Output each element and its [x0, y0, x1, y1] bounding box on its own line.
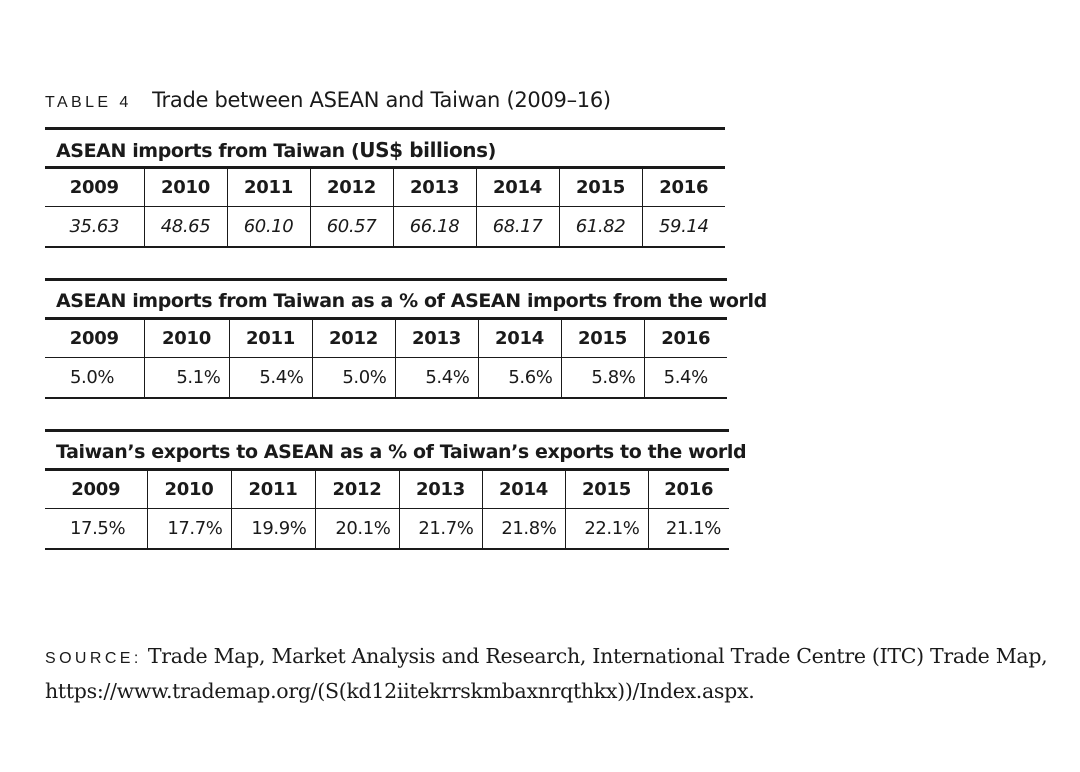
value-cell: 35.63 — [45, 206, 144, 248]
table-row: 35.63 48.65 60.10 60.57 66.18 68.17 61.8… — [45, 206, 725, 248]
value-cell: 5.1% — [143, 357, 229, 399]
value-cell: 21.1% — [647, 508, 729, 550]
year-header: 2010 — [146, 471, 231, 509]
table-taiwan-exports-share: Taiwan’s exports to ASEAN as a % of Taiw… — [45, 429, 747, 550]
value-cell: 5.0% — [45, 357, 144, 399]
value-cell: 19.9% — [230, 508, 315, 550]
header-row: 2009 2010 2011 2012 2013 2014 2015 2016 — [45, 169, 725, 207]
table-heading: ASEAN imports from Taiwan as a % of ASEA… — [45, 281, 767, 320]
table-row: 5.0% 5.1% 5.4% 5.0% 5.4% 5.6% 5.8% 5.4% — [45, 357, 727, 399]
value-cell: 20.1% — [314, 508, 399, 550]
year-header: 2015 — [558, 169, 642, 207]
source-label: SOURCE: — [45, 650, 142, 667]
header-row: 2009 2010 2011 2012 2013 2014 2015 2016 — [45, 320, 727, 358]
data-table: 2009 2010 2011 2012 2013 2014 2015 2016 … — [45, 169, 725, 248]
year-header: 2013 — [392, 169, 476, 207]
value-cell: 21.7% — [398, 508, 482, 550]
source-text: Trade Map, Market Analysis and Research,… — [45, 644, 1048, 703]
data-table: 2009 2010 2011 2012 2013 2014 2015 2016 … — [45, 471, 729, 550]
top-rule — [45, 429, 729, 432]
value-cell: 17.5% — [45, 508, 147, 550]
year-header: 2011 — [230, 471, 315, 509]
year-header: 2014 — [477, 320, 561, 358]
year-header: 2015 — [564, 471, 648, 509]
source-note: SOURCE: Trade Map, Market Analysis and R… — [45, 640, 1055, 707]
year-header: 2010 — [143, 320, 229, 358]
year-header: 2009 — [45, 320, 144, 358]
table-number-label: TABLE 4 — [45, 94, 132, 111]
year-header: 2013 — [398, 471, 482, 509]
table-caption: TABLE 4 Trade between ASEAN and Taiwan (… — [45, 88, 611, 118]
top-rule — [45, 278, 727, 281]
year-header: 2011 — [226, 169, 310, 207]
value-cell: 5.4% — [643, 357, 727, 399]
value-cell: 60.10 — [226, 206, 310, 248]
value-cell: 61.82 — [558, 206, 642, 248]
value-cell: 21.8% — [481, 508, 565, 550]
value-cell: 59.14 — [641, 206, 725, 248]
year-header: 2013 — [394, 320, 478, 358]
value-cell: 5.0% — [311, 357, 395, 399]
data-table: 2009 2010 2011 2012 2013 2014 2015 2016 … — [45, 320, 727, 399]
value-cell: 22.1% — [564, 508, 648, 550]
table-asean-imports-share: ASEAN imports from Taiwan as a % of ASEA… — [45, 278, 767, 399]
table-heading: Taiwan’s exports to ASEAN as a % of Taiw… — [45, 432, 747, 471]
year-header: 2014 — [475, 169, 559, 207]
top-rule — [45, 127, 725, 130]
year-header: 2011 — [228, 320, 312, 358]
value-cell: 5.6% — [477, 357, 561, 399]
year-header: 2010 — [143, 169, 227, 207]
year-header: 2012 — [314, 471, 399, 509]
year-header: 2015 — [560, 320, 644, 358]
year-header: 2016 — [643, 320, 727, 358]
value-cell: 68.17 — [475, 206, 559, 248]
value-cell: 5.4% — [394, 357, 478, 399]
value-cell: 5.4% — [228, 357, 312, 399]
table-heading: ASEAN imports from Taiwan (US$ billions) — [45, 130, 725, 169]
value-cell: 5.8% — [560, 357, 644, 399]
header-row: 2009 2010 2011 2012 2013 2014 2015 2016 — [45, 471, 729, 509]
table-asean-imports-usd: ASEAN imports from Taiwan (US$ billions)… — [45, 127, 725, 248]
table-row: 17.5% 17.7% 19.9% 20.1% 21.7% 21.8% 22.1… — [45, 508, 729, 550]
value-cell: 48.65 — [143, 206, 227, 248]
year-header: 2012 — [309, 169, 393, 207]
year-header: 2009 — [45, 471, 147, 509]
value-cell: 60.57 — [309, 206, 393, 248]
year-header: 2012 — [311, 320, 395, 358]
year-header: 2009 — [45, 169, 144, 207]
year-header: 2016 — [641, 169, 725, 207]
value-cell: 17.7% — [146, 508, 231, 550]
table-title: Trade between ASEAN and Taiwan (2009–16) — [152, 88, 611, 112]
value-cell: 66.18 — [392, 206, 476, 248]
year-header: 2016 — [647, 471, 729, 509]
year-header: 2014 — [481, 471, 565, 509]
